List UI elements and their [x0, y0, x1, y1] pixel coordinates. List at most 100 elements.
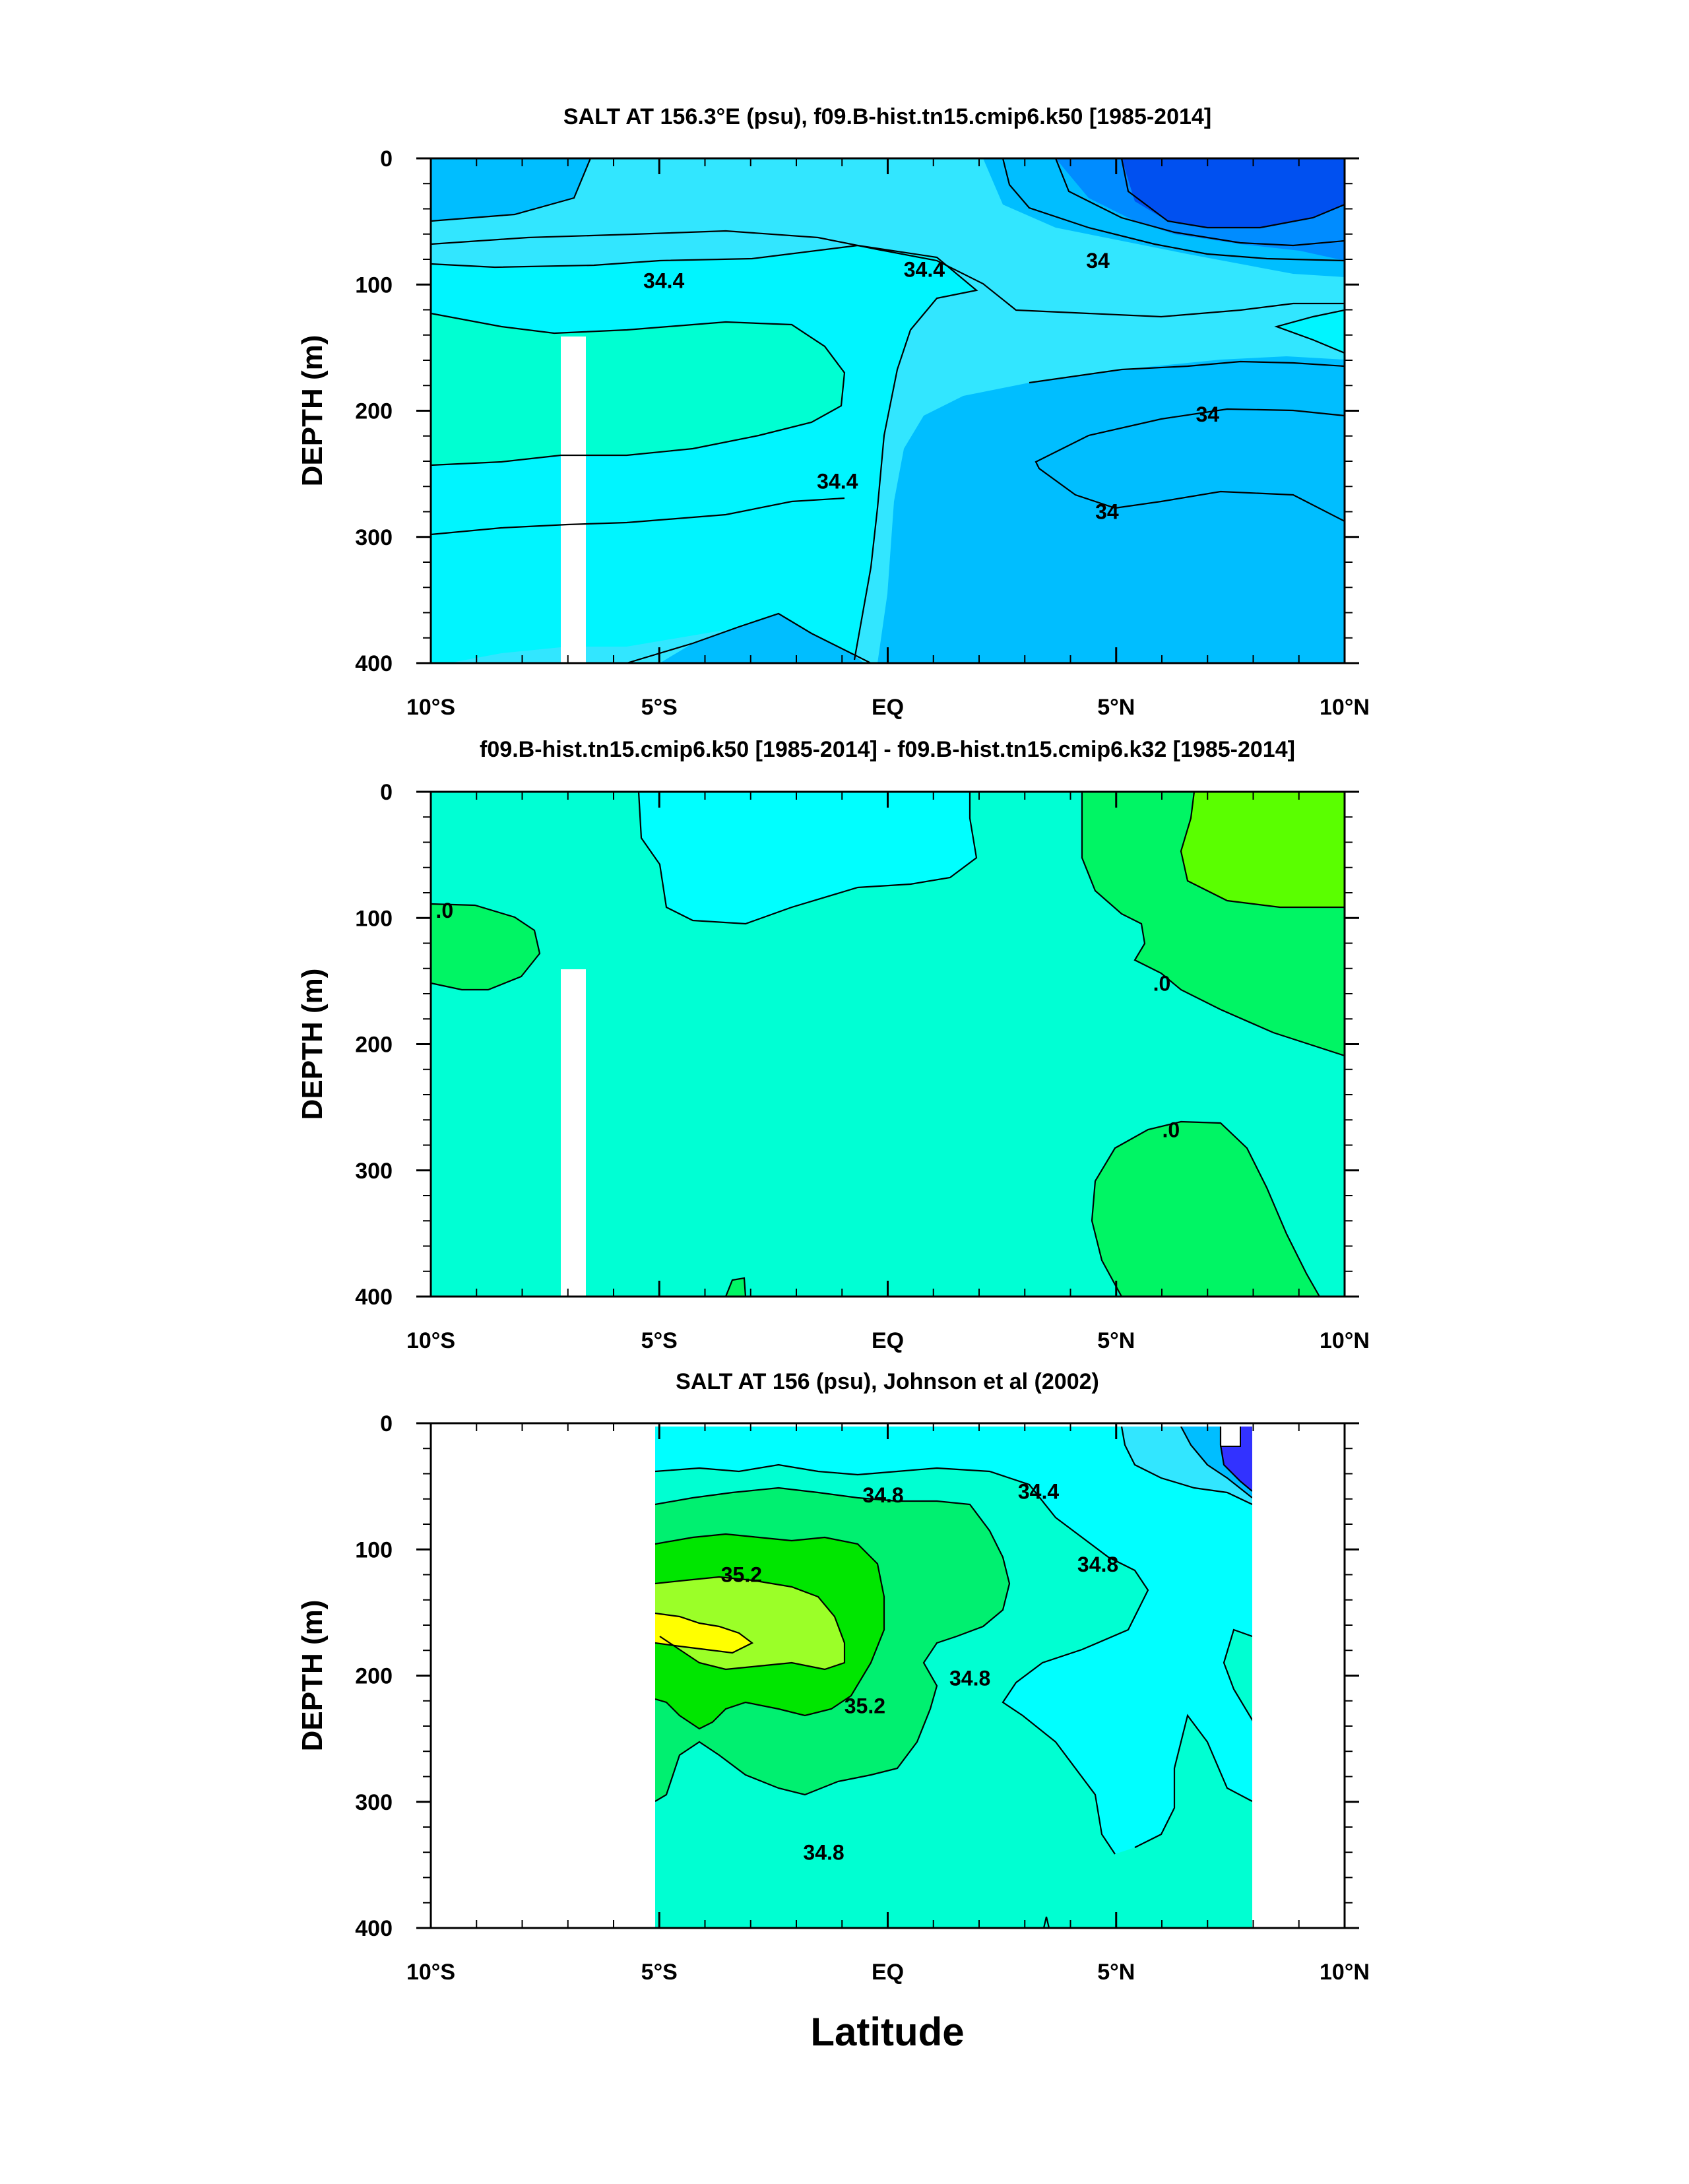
- contour-label: 34.4: [817, 470, 858, 494]
- panel-1-region-34.4-east-tongue: [1277, 310, 1345, 353]
- panel-2-contour: [724, 1277, 747, 1297]
- panel-2-region-positive-se: [1092, 1122, 1320, 1297]
- panel-1-title: SALT AT 156.3°E (psu), f09.B-hist.tn15.c…: [563, 104, 1211, 129]
- contour-label: 34.8: [1077, 1553, 1118, 1576]
- panel-3-region-34.4: [655, 1427, 1252, 1854]
- contour-label: 34: [1095, 500, 1119, 524]
- y-tick-label: 300: [355, 525, 393, 550]
- panel-2-contour-lines: [431, 792, 1345, 1297]
- x-tick-label: 10°S: [406, 1328, 455, 1353]
- x-tick-label: 10°N: [1320, 1328, 1370, 1353]
- panel-3-title: SALT AT 156 (psu), Johnson et al (2002): [676, 1369, 1099, 1394]
- panel-1-contour: [431, 497, 845, 536]
- panel-1-contour: [431, 230, 1345, 318]
- panel-1-contour: [1035, 408, 1345, 522]
- panel-1-region-34.0-south: [431, 158, 590, 221]
- panel-2: f09.B-hist.tn15.cmip6.k50 [1985-2014] - …: [296, 737, 1370, 1353]
- panel-3-contour: [1120, 1427, 1252, 1505]
- panel-1-region-34.6-core: [431, 313, 844, 465]
- y-tick-label: 200: [355, 1033, 393, 1058]
- x-tick-label: EQ: [872, 1960, 904, 1985]
- panel-1-region-34.0-deep-north: [877, 356, 1345, 663]
- contour-label: 35.2: [844, 1694, 885, 1718]
- panel-1-contour: [431, 244, 978, 660]
- panel-2-title: f09.B-hist.tn15.cmip6.k50 [1985-2014] - …: [480, 737, 1295, 762]
- contour-label: 34.8: [862, 1483, 903, 1507]
- panel-1-contour: [431, 158, 592, 222]
- panel-3-contour: [655, 1533, 885, 1730]
- panel-1-contour: [626, 612, 872, 663]
- panel-1-contour: [1120, 158, 1345, 229]
- x-tick-label: 10°N: [1320, 695, 1370, 720]
- panel-2-contour: [637, 792, 978, 925]
- panel-3-contour-lines: [655, 1427, 1252, 1928]
- panel-1-contour: [1274, 309, 1345, 354]
- y-tick-label: 300: [355, 1159, 393, 1184]
- panel-3-axes: 10°S 5°S EQ 5°N 10°N 0 100 200 300 400 DEPTH (m): [296, 1411, 1370, 1985]
- panel-2-missing-column: [561, 969, 586, 1297]
- panel-1-region-33.4-north: [1122, 158, 1345, 228]
- panel-1-axes: 10°S 5°S EQ 5°N 10°N 0 100 200 300 400 DEPTH (m): [296, 146, 1370, 720]
- panel-1-contour: [431, 312, 846, 466]
- x-tick-label: 10°S: [406, 1960, 455, 1985]
- y-axis-title: DEPTH (m): [296, 1600, 329, 1752]
- x-tick-label: 5°N: [1097, 695, 1135, 720]
- y-tick-label: 0: [380, 1411, 393, 1436]
- panel-1-contour: [1054, 158, 1345, 247]
- panel-2-region-negative: [639, 792, 976, 924]
- panel-2-region-positive-ne-core: [1181, 792, 1345, 907]
- x-tick-label: 5°S: [641, 695, 678, 720]
- panel-3-region-35.4: [655, 1613, 752, 1653]
- panel-3-notch: [1221, 1427, 1240, 1446]
- panel-1-contour-labels: 34.4 34.4 34 34 34.4 34: [643, 249, 1219, 524]
- panel-3-region-35.0-lower: [655, 1656, 752, 1702]
- contour-label: .0: [435, 899, 453, 922]
- x-tick-label: EQ: [872, 695, 904, 720]
- panel-2-fill: [431, 792, 1345, 1297]
- panel-1-contour: [1002, 158, 1345, 262]
- panel-2-contour: [1091, 1120, 1320, 1297]
- panel-3-contour: [1180, 1427, 1252, 1498]
- panel-3-fill: [655, 1427, 1252, 1928]
- panel-2-axes: 10°S 5°S EQ 5°N 10°N 0 100 200 300 400 DEPTH (m): [296, 780, 1370, 1353]
- panel-3-contour: [655, 1487, 1011, 1802]
- x-tick-label: 5°S: [641, 1328, 678, 1353]
- y-tick-label: 200: [355, 399, 393, 424]
- y-tick-label: 100: [355, 1537, 393, 1562]
- panel-3-contour: [1134, 1714, 1252, 1848]
- panel-2-contour: [1180, 792, 1345, 909]
- y-tick-label: 300: [355, 1790, 393, 1815]
- x-tick-label: 5°S: [641, 1960, 678, 1985]
- x-tick-label: 5°N: [1097, 1960, 1135, 1985]
- x-tick-label: 10°N: [1320, 1960, 1370, 1985]
- panel-3: SALT AT 156 (psu), Johnson et al (2002): [296, 1369, 1370, 2054]
- panel-1-contour: [1029, 360, 1345, 384]
- panel-1-region-34.0-deep-south: [660, 614, 864, 663]
- contour-label: .0: [1153, 972, 1171, 996]
- y-tick-label: 400: [355, 651, 393, 676]
- y-tick-label: 100: [355, 906, 393, 931]
- contour-label: 34.4: [643, 269, 684, 293]
- panel-3-contour: [1223, 1628, 1252, 1721]
- contour-label: 34: [1086, 249, 1110, 273]
- panel-3-contour: [655, 1612, 754, 1654]
- panel-2-contour: [431, 903, 541, 991]
- panel-1-missing-column: [561, 337, 586, 663]
- panel-1: SALT AT 156.3°E (psu), f09.B-hist.tn15.c…: [296, 104, 1370, 720]
- y-axis-title: DEPTH (m): [296, 335, 329, 487]
- y-tick-label: 100: [355, 273, 393, 298]
- panel-3-contour: [655, 1463, 1149, 1855]
- y-tick-label: 200: [355, 1664, 393, 1689]
- x-tick-label: 5°N: [1097, 1328, 1135, 1353]
- panel-2-contour-labels: .0 .0 .0: [435, 899, 1180, 1142]
- contour-label: 34.8: [949, 1666, 990, 1690]
- panel-3-contour: [655, 1576, 846, 1671]
- panel-2-contour: [1081, 792, 1345, 1057]
- x-tick-label: 10°S: [406, 695, 455, 720]
- contour-label: 34.4: [904, 257, 945, 281]
- panel-2-region-positive-west: [431, 904, 540, 990]
- contour-label: 35.2: [721, 1563, 762, 1587]
- contour-label: 34: [1195, 402, 1219, 426]
- panel-3-contour: [1042, 1916, 1050, 1928]
